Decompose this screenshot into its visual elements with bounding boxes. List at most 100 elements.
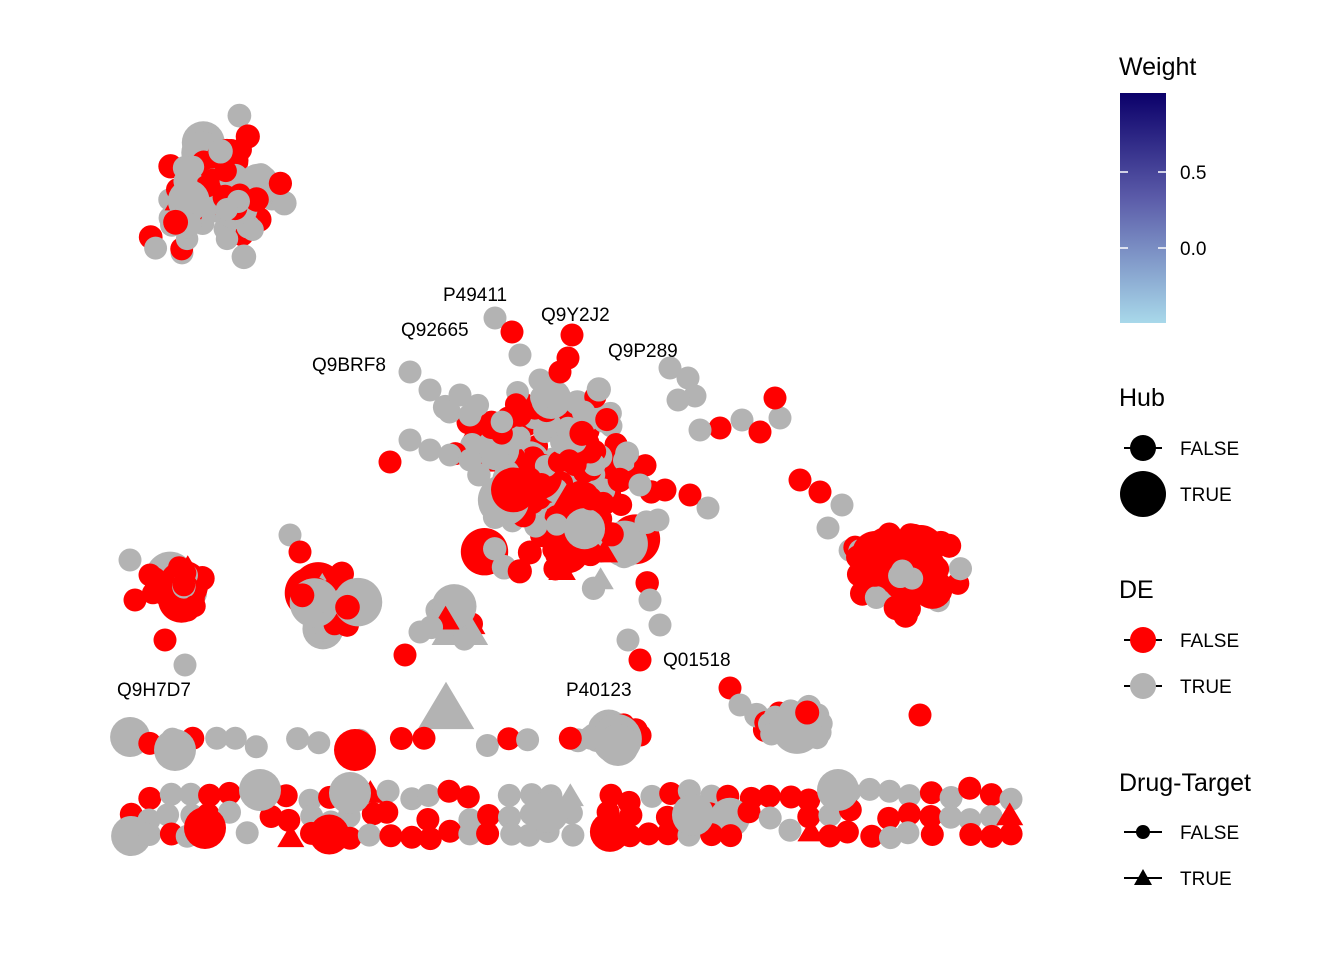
- network-node: [259, 805, 283, 828]
- network-node: [518, 467, 542, 490]
- network-node: [183, 595, 206, 618]
- network-node: [416, 808, 440, 831]
- network-node: [379, 824, 403, 848]
- network-node: [586, 377, 611, 402]
- hub-key-false-circle: [1130, 435, 1156, 461]
- legend-drug-target-title: Drug-Target: [1119, 769, 1251, 797]
- network-node: [508, 343, 532, 367]
- network-node: [400, 825, 424, 849]
- node-label-p49411: P49411: [443, 285, 507, 306]
- de-item-false: FALSE: [1180, 631, 1239, 652]
- de-item-true: TRUE: [1180, 677, 1232, 698]
- network-node: [797, 788, 821, 812]
- legend-de-title: DE: [1119, 576, 1154, 604]
- network-node: [458, 822, 482, 846]
- node-label-q92665: Q92665: [401, 320, 469, 341]
- network-node: [896, 821, 920, 845]
- network-node: [877, 806, 901, 830]
- network-node: [475, 734, 499, 757]
- network-node: [748, 420, 772, 444]
- network-node: [329, 772, 371, 814]
- network-node: [288, 540, 312, 564]
- network-node: [561, 823, 585, 847]
- network-node: [877, 522, 902, 547]
- node-label-q01518: Q01518: [663, 650, 731, 671]
- weight-tick-label-low: 0.0: [1180, 239, 1206, 260]
- network-node: [448, 383, 472, 407]
- network-node: [890, 559, 914, 583]
- network-node: [278, 523, 302, 547]
- network-node: [138, 786, 162, 810]
- node-label-p40123: P40123: [566, 680, 632, 701]
- network-node: [678, 483, 702, 507]
- network-node: [618, 824, 642, 848]
- network-node: [418, 378, 442, 402]
- network-node: [589, 811, 630, 852]
- network-node: [728, 693, 752, 717]
- network-node: [179, 782, 203, 806]
- network-node: [558, 726, 582, 750]
- node-label-q9p289: Q9P289: [608, 341, 678, 362]
- network-node: [277, 808, 301, 832]
- network-node: [696, 496, 720, 520]
- network-node: [307, 731, 331, 755]
- hub-key-true-circle: [1120, 471, 1166, 517]
- network-node: [378, 450, 402, 474]
- network-node: [688, 418, 712, 442]
- network-node: [376, 779, 400, 803]
- node-label-q9brf8: Q9BRF8: [312, 355, 386, 376]
- network-node: [599, 783, 623, 807]
- network-node: [163, 209, 189, 235]
- network-node: [816, 516, 840, 540]
- network-node: [517, 540, 542, 565]
- network-node: [205, 726, 229, 750]
- network-node: [599, 522, 624, 547]
- network-node: [860, 824, 884, 848]
- network-node: [545, 513, 568, 536]
- network-node: [477, 804, 501, 827]
- drug-item-false: FALSE: [1180, 823, 1239, 844]
- network-node: [268, 171, 293, 196]
- network-node: [920, 823, 944, 846]
- network-node: [597, 724, 639, 766]
- network-node: [948, 557, 973, 581]
- network-node: [818, 824, 842, 848]
- network-node: [476, 822, 500, 846]
- network-node: [908, 703, 932, 727]
- network-node: [153, 628, 177, 652]
- network-node: [883, 595, 909, 621]
- network-node: [808, 480, 832, 504]
- network-node: [437, 400, 462, 424]
- legend-weight-title: Weight: [1119, 53, 1196, 81]
- network-node: [497, 727, 521, 751]
- network-node: [156, 803, 180, 827]
- network-node: [659, 782, 683, 805]
- legend-hub-title: Hub: [1119, 384, 1165, 412]
- drug-target-node: [797, 818, 825, 842]
- network-node: [656, 822, 680, 846]
- network-node: [897, 525, 945, 572]
- network-node: [286, 727, 310, 751]
- network-node: [646, 508, 670, 532]
- network-node: [334, 729, 376, 771]
- network-node: [483, 306, 507, 330]
- network-node: [528, 368, 552, 392]
- network-node: [271, 190, 297, 216]
- network-node: [490, 410, 514, 434]
- network-node: [640, 784, 664, 808]
- network-node: [138, 823, 161, 846]
- network-node: [172, 573, 196, 597]
- network-node: [338, 826, 362, 850]
- network-node: [173, 653, 197, 677]
- network-node: [398, 360, 422, 384]
- network-node: [919, 805, 943, 828]
- network-node: [498, 805, 521, 829]
- network-node: [418, 438, 442, 462]
- network-node: [517, 823, 541, 847]
- network-node: [198, 783, 222, 807]
- network-node: [437, 779, 461, 803]
- network-node: [214, 159, 237, 183]
- network-node: [653, 478, 677, 502]
- network-node: [309, 814, 350, 855]
- network-node: [500, 320, 524, 344]
